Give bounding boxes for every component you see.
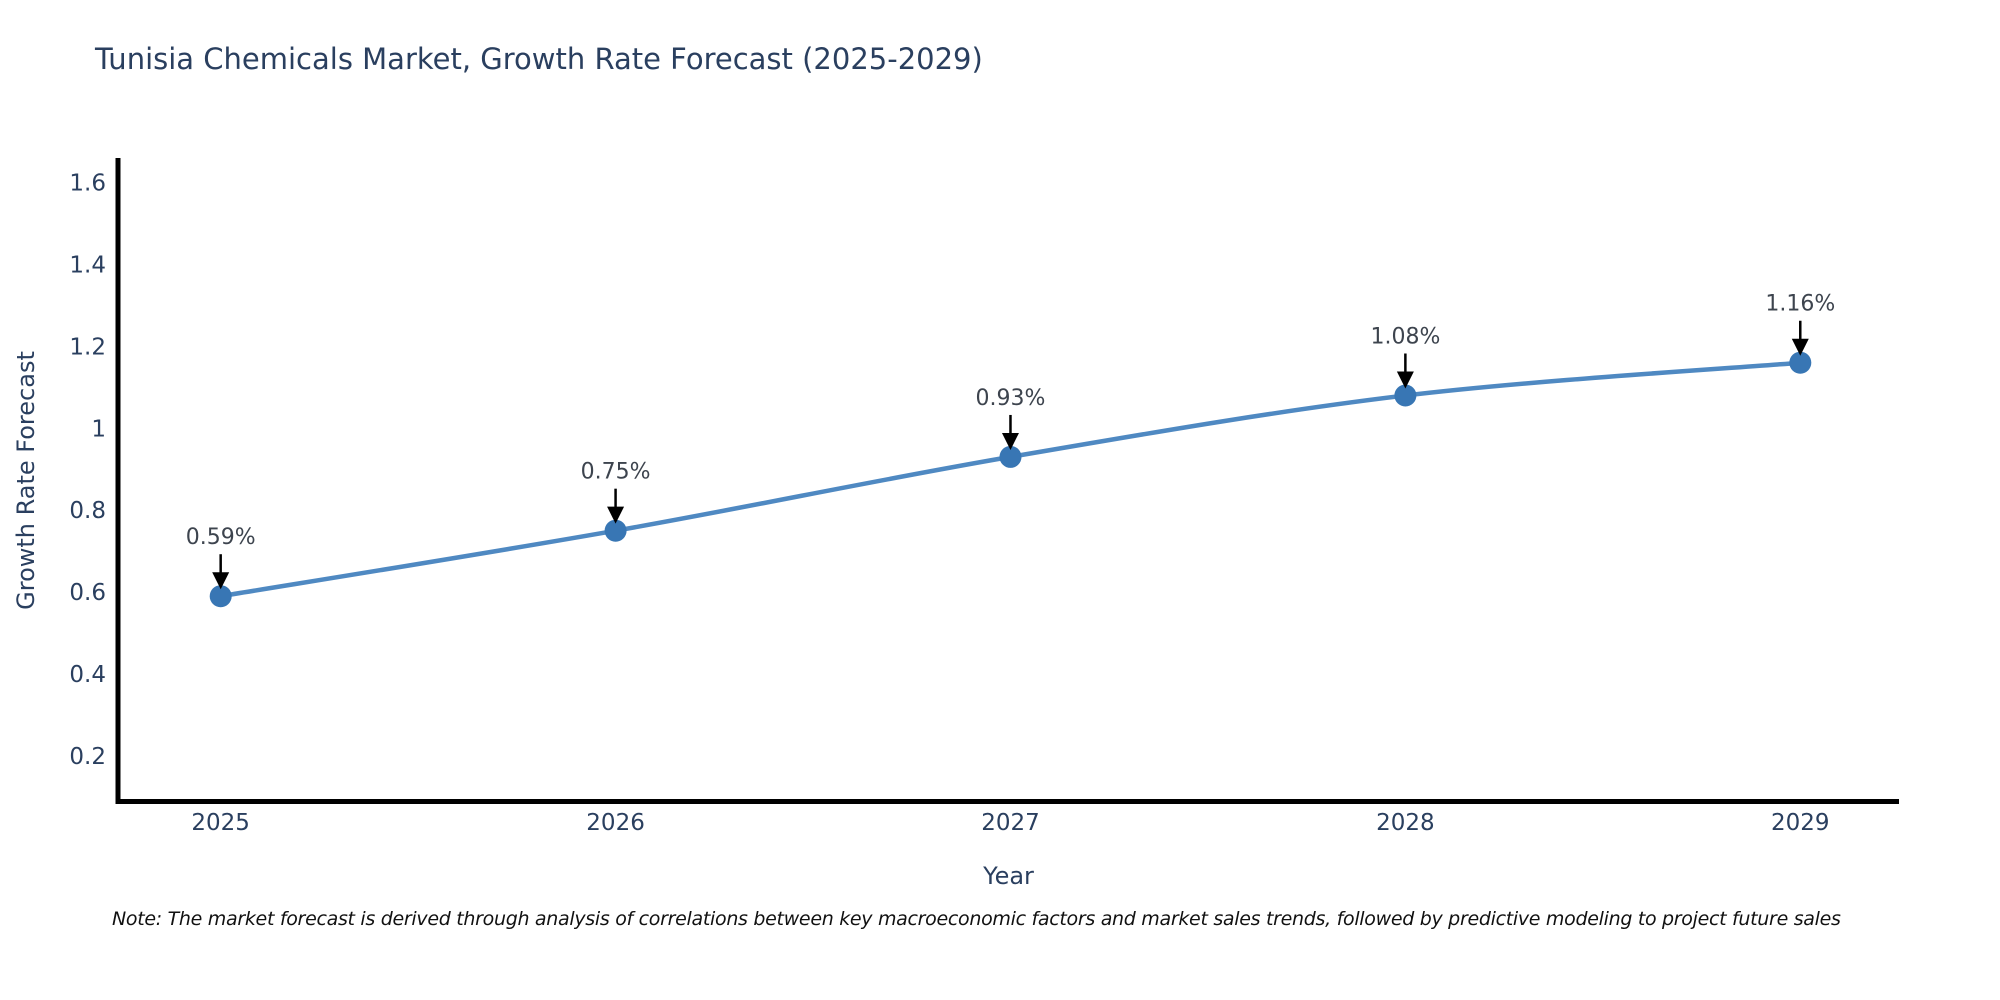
x-axis-title: Year: [982, 862, 1034, 890]
annotation-arrowhead-icon: [1791, 338, 1809, 356]
annotation-arrowhead-icon: [1001, 432, 1019, 450]
annotation-arrowhead-icon: [1396, 371, 1414, 389]
plot-area[interactable]: [118, 160, 1899, 801]
footnote: Note: The market forecast is derived thr…: [112, 908, 1841, 930]
y-tick-label: 1.2: [69, 334, 106, 360]
y-tick-label: 1.6: [69, 171, 106, 197]
x-tick-label: 2027: [981, 810, 1040, 836]
annotation-label: 1.08%: [1370, 325, 1440, 350]
y-tick-label: 0.6: [69, 580, 106, 606]
y-tick-label: 1: [91, 416, 106, 442]
data-point-2026[interactable]: [604, 519, 627, 542]
footnote-container: Note: The market forecast is derived thr…: [112, 908, 2000, 930]
y-tick-label: 0.8: [69, 498, 106, 524]
y-tick-label: 1.4: [69, 252, 106, 278]
data-point-2029[interactable]: [1789, 351, 1812, 374]
annotation-label: 0.75%: [581, 460, 651, 485]
annotation-label: 0.93%: [976, 386, 1046, 411]
x-tick-label: 2028: [1376, 810, 1435, 836]
x-tick-label: 2026: [586, 810, 645, 836]
x-tick-label: 2029: [1771, 810, 1830, 836]
annotation-arrowhead-icon: [212, 572, 230, 590]
x-tick-label: 2025: [191, 810, 250, 836]
data-point-2028[interactable]: [1394, 384, 1417, 407]
annotation-label: 0.59%: [186, 525, 256, 550]
y-tick-label: 0.2: [69, 744, 106, 770]
data-point-2027[interactable]: [999, 445, 1022, 468]
data-point-2025[interactable]: [209, 585, 232, 608]
chart-title: Tunisia Chemicals Market, Growth Rate Fo…: [95, 42, 983, 76]
annotation-arrowhead-icon: [607, 506, 625, 524]
annotation-label: 1.16%: [1765, 292, 1835, 317]
y-axis-title: Growth Rate Forecast: [12, 351, 40, 610]
y-tick-label: 0.4: [69, 662, 106, 688]
